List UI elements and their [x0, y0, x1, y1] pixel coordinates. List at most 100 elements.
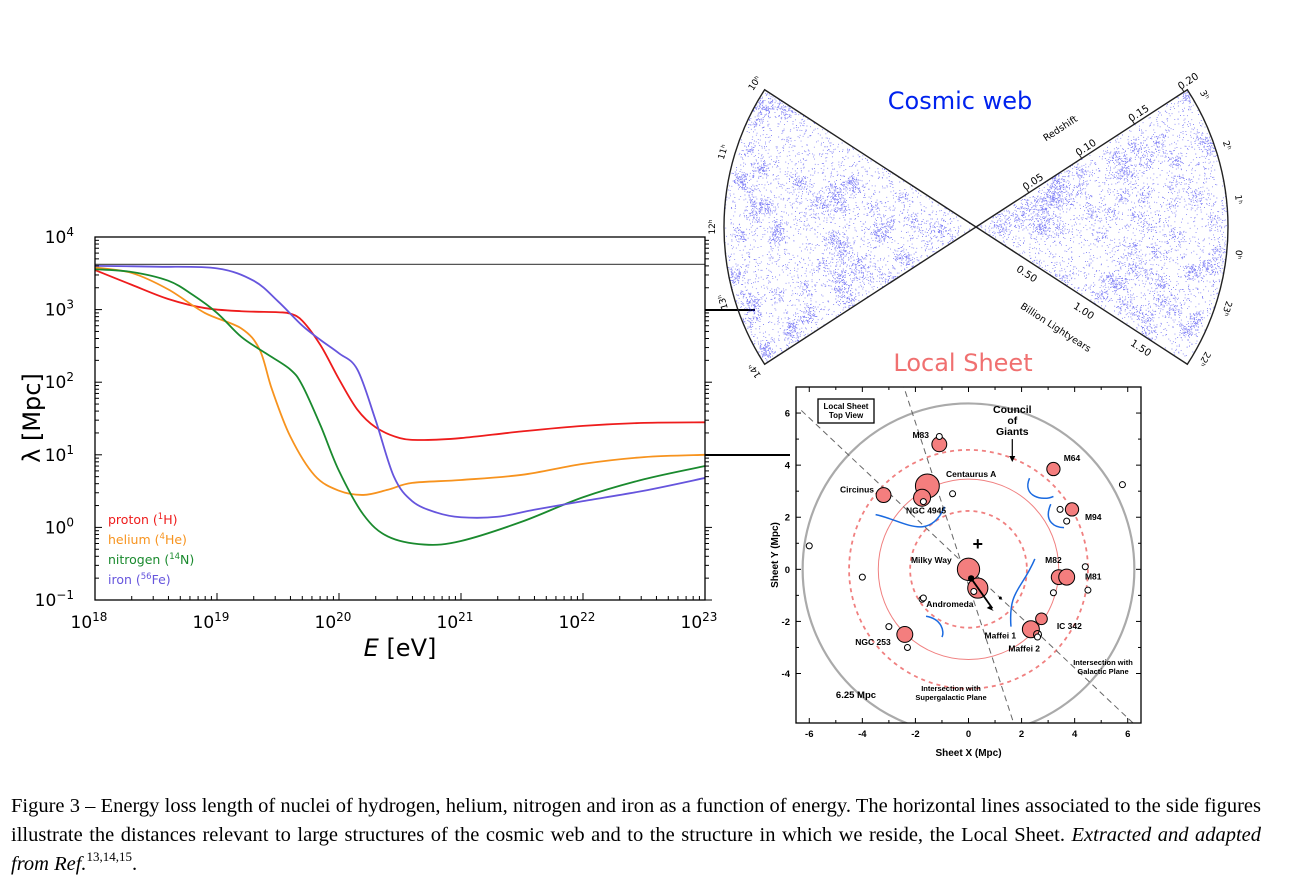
caption-label: Figure 3 –	[11, 795, 96, 817]
blue-arc	[875, 506, 946, 528]
figure-caption: Figure 3 – Energy loss length of nuclei …	[11, 792, 1261, 879]
dwarf-galaxy-marker	[1118, 481, 1126, 489]
series-line-iron	[94, 264, 706, 519]
y-tick-label: 100	[45, 515, 74, 538]
y-tick-label: -4	[782, 669, 791, 680]
redshift-tick	[1181, 88, 1185, 93]
x-tick-label: 1019	[193, 610, 230, 633]
series-line-nitrogen	[94, 268, 706, 546]
galactic-plane-label: Intersection with	[1073, 658, 1133, 667]
redshift-axis-label: Redshift	[1041, 114, 1080, 144]
legend-symbol: H)	[163, 512, 177, 527]
x-axis-label: Sheet X (Mpc)	[935, 748, 1001, 759]
tick-base: 10	[71, 613, 93, 633]
dwarf-galaxy-marker	[858, 573, 866, 581]
ra-tick-label-right: 23ʰ	[1219, 300, 1233, 318]
dwarf-galaxy-marker	[1063, 517, 1071, 525]
x-tick-label: 1020	[315, 610, 352, 633]
tick-base: 10	[193, 613, 215, 633]
redshift-tick	[1079, 154, 1083, 159]
plus-marker: +	[973, 534, 984, 554]
council-label: of	[1007, 415, 1017, 427]
galaxy-circinus	[875, 487, 892, 504]
dwarf-galaxy-marker	[805, 542, 813, 550]
galaxy-label: Maffei 1	[985, 630, 1017, 640]
x-tick-label: 1018	[71, 610, 108, 633]
series-lines	[94, 264, 706, 546]
y-tick-label: 101	[45, 443, 74, 466]
radius-label: 6.25 Mpc	[836, 690, 876, 701]
galactic-plane-line	[800, 410, 1134, 723]
y-tick-label: 4	[785, 461, 791, 472]
cosmic-web-left-wedge-points	[724, 92, 976, 362]
tick-exp: 3	[66, 298, 74, 312]
motion-arrowhead	[986, 606, 994, 611]
blue-arc	[1047, 503, 1065, 529]
galaxy-label: Centaurus A	[946, 469, 996, 479]
tick-base: 10	[437, 613, 459, 633]
ra-tick-label-left: 13ʰ	[717, 293, 731, 311]
galaxy-label: M82	[1045, 555, 1062, 565]
tick-base: 10	[45, 518, 67, 538]
dwarf-galaxy-marker	[919, 498, 927, 506]
tick-base: 10	[45, 446, 67, 466]
dwarf-galaxy-marker	[1049, 589, 1057, 597]
distance-tick-label: 1.00	[1071, 301, 1096, 322]
galaxy-label: Andromeda	[926, 599, 974, 609]
tick-base: 10	[45, 301, 67, 321]
tick-base: 10	[315, 613, 337, 633]
legend-entry-proton: proton (1H)	[108, 512, 177, 527]
galaxy-maffei-1	[1021, 620, 1040, 639]
tick-exp: 19	[214, 610, 229, 624]
y-axis-label: λ [Mpc]	[18, 373, 46, 463]
caption-end: .	[132, 853, 138, 875]
cosmic-web-map: 0.050.100.150.20Redshift0.501.001.50Bill…	[708, 71, 1243, 379]
y-tick-label: 104	[45, 225, 74, 248]
galaxy-m64	[1046, 461, 1061, 477]
caption-text: Energy loss length of nuclei of hydrogen…	[11, 795, 1261, 846]
legend-symbol: N)	[180, 552, 194, 567]
legend-mass: 1	[158, 512, 163, 522]
legend-label: nitrogen (	[108, 552, 169, 567]
local-sheet-plot: Milky Way Andromeda Centaurus A NGC 4945 Cir…	[770, 386, 1142, 759]
galaxy-ngc-253	[896, 625, 914, 643]
cosmic-web-left-wedge	[723, 88, 978, 366]
tick-exp: 22	[580, 610, 595, 624]
galaxy-label: M94	[1085, 512, 1102, 522]
legend-symbol: He)	[165, 532, 187, 547]
dwarf-galaxy-marker	[1056, 505, 1064, 513]
ra-tick-label-right: 2ʰ	[1220, 140, 1233, 152]
ra-tick-label-left: 12ʰ	[708, 219, 718, 234]
legend-entry-iron: iron (56Fe)	[108, 572, 171, 587]
dwarf-galaxy-marker	[935, 432, 943, 440]
x-tick-label: -6	[805, 729, 813, 740]
dwarf-galaxy-dot	[998, 596, 1002, 600]
redshift-tick	[1026, 189, 1030, 193]
ra-tick-label-left: 10ʰ	[747, 74, 764, 92]
cosmic-web-title: Cosmic web	[888, 87, 1032, 115]
x-tick-label: 0	[966, 729, 971, 740]
caption-refs: 13,14,15	[86, 849, 133, 864]
tick-base: 10	[559, 613, 581, 633]
y-tick-label: 6	[785, 409, 790, 420]
tick-exp: 18	[92, 610, 107, 624]
top-view-box	[817, 398, 875, 424]
y-tick-label: -2	[782, 617, 790, 628]
caption-source: Extracted and adapted from Ref.	[11, 824, 1262, 875]
ra-tick-label-left: 14ʰ	[747, 361, 764, 379]
council-label: Giants	[996, 426, 1029, 438]
council-arrowhead	[1009, 456, 1016, 463]
galaxy-label: NGC 253	[855, 637, 891, 647]
x-tick-label: 6	[1125, 729, 1130, 740]
local-sheet-title: Local Sheet	[893, 349, 1032, 377]
galaxy-m94	[1064, 502, 1080, 517]
galactic-plane-label: Galactic Plane	[1077, 667, 1128, 676]
x-label-symbol: E	[364, 634, 380, 662]
x-tick-label: 1022	[559, 610, 596, 633]
tick-base: 10	[45, 228, 67, 248]
dwarf-galaxy-marker	[1084, 586, 1092, 594]
dwarf-galaxy-marker	[949, 490, 957, 498]
council-label: Council	[993, 404, 1032, 416]
